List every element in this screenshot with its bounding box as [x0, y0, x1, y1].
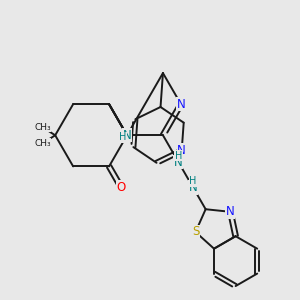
Text: N: N	[189, 181, 197, 194]
Text: H: H	[175, 151, 182, 160]
Text: N: N	[174, 156, 183, 169]
Text: S: S	[192, 226, 199, 238]
Text: N: N	[176, 98, 185, 111]
Text: CH₃: CH₃	[34, 139, 51, 148]
Text: H: H	[119, 132, 127, 142]
Text: N: N	[226, 205, 235, 218]
Text: N: N	[123, 129, 131, 142]
Text: CH₃: CH₃	[34, 123, 51, 132]
Text: O: O	[116, 181, 126, 194]
Text: H: H	[189, 176, 197, 186]
Text: N: N	[177, 144, 186, 157]
